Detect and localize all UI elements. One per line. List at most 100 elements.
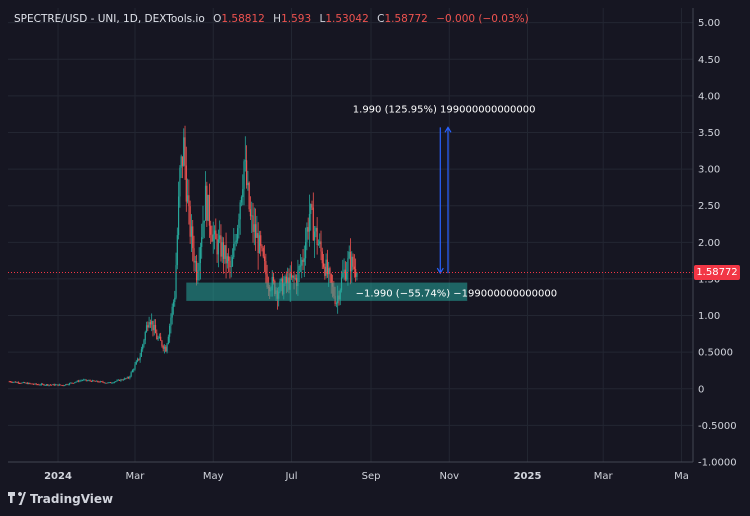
candle-body [34, 383, 36, 385]
measure-tools[interactable]: −1.990 (−55.74%) −199000000000000 1.990 (… [186, 104, 557, 301]
candle-body [322, 263, 325, 267]
candle-body [272, 276, 275, 281]
y-tick-label: 1.00 [698, 311, 720, 322]
candle-body [261, 245, 263, 249]
arrow-down-head [436, 267, 444, 275]
candle-body [221, 242, 223, 257]
candle-body [57, 384, 59, 386]
candle-body [195, 261, 198, 281]
candle-body [152, 320, 154, 331]
short-range-label: −1.990 (−55.74%) −199000000000000 [356, 289, 558, 300]
candle-body [256, 233, 258, 238]
candle-body [62, 385, 64, 386]
candle-body [174, 297, 176, 302]
candle-body [99, 381, 101, 383]
tradingview-branding[interactable]: TradingView [8, 492, 113, 506]
low-value: 1.53042 [325, 13, 369, 25]
candle-body [144, 332, 146, 341]
short-range-box[interactable] [186, 282, 468, 301]
candle-body [243, 161, 245, 190]
candle-body [13, 381, 16, 383]
candle-body [178, 196, 180, 236]
candle-body [52, 384, 54, 386]
candle-body [181, 156, 184, 166]
candle-body [154, 324, 157, 334]
candle-body [285, 276, 287, 284]
x-tick-label: 2024 [44, 471, 72, 482]
candle-body [15, 381, 17, 383]
candle-body [329, 268, 331, 275]
candle-body [18, 383, 21, 384]
tradingview-logo-icon [8, 492, 26, 505]
candle-body [289, 273, 291, 290]
candle-body [244, 160, 246, 162]
candle-body [39, 384, 41, 386]
candle-body [325, 259, 327, 276]
candle-body [342, 272, 344, 278]
candle-body [93, 380, 95, 382]
candle-body [299, 265, 302, 267]
candle-body [194, 261, 196, 263]
x-tick-label: Ma [674, 471, 689, 482]
candle-body [17, 382, 19, 384]
candle-body [145, 325, 148, 333]
candle-body [303, 258, 305, 262]
candle-body [117, 379, 119, 381]
y-tick-label: 2.50 [698, 201, 720, 212]
candle-body [156, 333, 158, 340]
y-tick-label: 0.5000 [698, 348, 733, 359]
candle-body [110, 382, 112, 384]
candle-body [233, 243, 235, 258]
candle-body [86, 380, 89, 382]
close-value: 1.58772 [384, 13, 428, 25]
candle-body [160, 336, 162, 341]
candle-body [51, 384, 53, 386]
candle-body [65, 384, 67, 386]
candle-body [356, 272, 358, 277]
x-tick-label: Mar [126, 471, 146, 482]
candle-body [112, 382, 114, 384]
candle-body [258, 235, 261, 253]
candle-body [197, 270, 199, 281]
candle-body [324, 266, 326, 276]
candle-body [111, 382, 113, 384]
candle-body [210, 225, 212, 235]
candle-body [298, 266, 300, 271]
last-price-tag: 1.58772 [694, 265, 740, 280]
candle-body [172, 301, 175, 307]
candle-body [229, 260, 231, 268]
candle-body [42, 383, 44, 385]
candle-body [20, 383, 22, 384]
time-axis[interactable]: 2024 Mar May Jul Sep Nov 2025 Mar Ma [44, 471, 689, 482]
low-label: L [319, 13, 326, 25]
candle-body [206, 185, 208, 221]
candle-body [27, 382, 30, 385]
range-label: 1.990 (125.95%) 199000000000000 [353, 104, 536, 115]
chart-header: SPECTRE/USD - UNI, 1D, DEXTools.io O1.58… [14, 13, 529, 25]
candle-body [247, 182, 249, 186]
candle-body [61, 385, 63, 386]
high-value: 1.593 [281, 13, 312, 25]
candle-body [311, 204, 313, 208]
candle-body [320, 241, 322, 252]
candle-body [317, 244, 320, 246]
candle-body [348, 251, 350, 259]
candle-body [251, 215, 253, 217]
candle-body [257, 233, 259, 253]
candle-body [225, 245, 227, 264]
candle-body [292, 275, 294, 278]
candle-body [319, 241, 321, 245]
candle-body [260, 235, 262, 246]
candle-body [126, 377, 128, 379]
candle-body [92, 380, 94, 382]
candle-body [252, 215, 254, 232]
candle-body [130, 372, 132, 377]
candle-body [326, 259, 329, 275]
candle-body [185, 165, 187, 202]
candle-body [83, 379, 85, 381]
y-tick-label: 5.00 [698, 18, 720, 29]
candle-body [116, 380, 118, 382]
candle-body [95, 380, 98, 382]
